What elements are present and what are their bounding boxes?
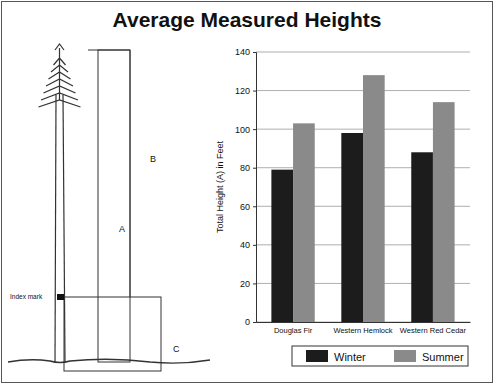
x-axis-line xyxy=(257,322,471,323)
y-tick-label: 100 xyxy=(235,125,250,135)
figure: Average Measured Heights A B C Index mark 0 20… xyxy=(0,0,494,384)
y-tick: 20 xyxy=(240,279,256,289)
y-tick-label: 0 xyxy=(245,317,250,327)
ground xyxy=(8,359,210,363)
bar xyxy=(271,170,293,322)
bars xyxy=(271,75,454,322)
y-tick-mark xyxy=(253,206,256,207)
y-tick-label: 40 xyxy=(240,240,250,250)
crown xyxy=(39,44,81,107)
x-tick-label: Douglas Fir xyxy=(274,326,313,335)
grid-line xyxy=(256,52,470,53)
y-tick-mark xyxy=(253,91,256,92)
bar xyxy=(433,102,455,322)
y-tick-label: 140 xyxy=(235,47,250,57)
legend-box xyxy=(292,346,468,366)
annotation: B xyxy=(150,154,156,164)
x-tick: Douglas Fir xyxy=(274,322,313,335)
index-mark xyxy=(57,294,64,300)
bar xyxy=(411,152,433,322)
bar xyxy=(341,133,363,322)
y-axis-line xyxy=(253,53,257,323)
y-tick: 80 xyxy=(240,163,256,173)
annotation: A xyxy=(119,224,125,234)
y-tick-label: 60 xyxy=(240,202,250,212)
y-tick-mark xyxy=(253,283,256,284)
y-tick: 100 xyxy=(235,125,256,135)
y-tick: 120 xyxy=(235,86,256,96)
y-tick: 140 xyxy=(235,47,256,57)
legend-label: Summer xyxy=(422,351,464,363)
legend-swatch xyxy=(306,350,328,362)
y-tick-label: 120 xyxy=(235,86,250,96)
title: Average Measured Heights xyxy=(113,8,382,31)
box-b-right xyxy=(130,50,131,297)
box-a xyxy=(98,50,130,362)
tree-diagram: A B C Index mark xyxy=(8,44,210,371)
y-tick: 60 xyxy=(240,202,256,212)
legend-swatch xyxy=(394,350,416,362)
x-tick: Western Red Cedar xyxy=(400,322,467,335)
x-tick: Western Hemlock xyxy=(333,322,392,335)
bar xyxy=(363,75,385,322)
box-c xyxy=(64,297,161,371)
x-axis: Douglas Fir Western Hemlock Western Red Ce… xyxy=(257,322,471,335)
y-tick-mark xyxy=(253,168,256,169)
x-tick-label: Western Red Cedar xyxy=(400,326,467,335)
legend-label: Winter xyxy=(334,351,366,363)
frame xyxy=(2,2,493,383)
annotation: Index mark xyxy=(10,293,43,300)
y-tick-mark xyxy=(253,52,256,53)
x-tick-label: Western Hemlock xyxy=(333,326,392,335)
y-axis: 0 20 40 60 80 100 120 140 xyxy=(235,47,257,327)
y-tick: 0 xyxy=(245,317,256,327)
y-tick-label: 80 xyxy=(240,163,250,173)
y-tick: 40 xyxy=(240,240,256,250)
y-axis-title: Total Height (A) in Feet xyxy=(215,140,225,233)
trunk-left xyxy=(55,95,56,362)
y-tick-mark xyxy=(253,129,256,130)
y-tick-mark xyxy=(253,245,256,246)
bar xyxy=(293,123,315,322)
legend: Winter Summer xyxy=(292,346,468,366)
y-tick-label: 20 xyxy=(240,279,250,289)
grid xyxy=(256,52,470,322)
annotation: C xyxy=(173,344,180,354)
box-b-top xyxy=(88,50,130,51)
y-tick-mark xyxy=(253,322,256,323)
